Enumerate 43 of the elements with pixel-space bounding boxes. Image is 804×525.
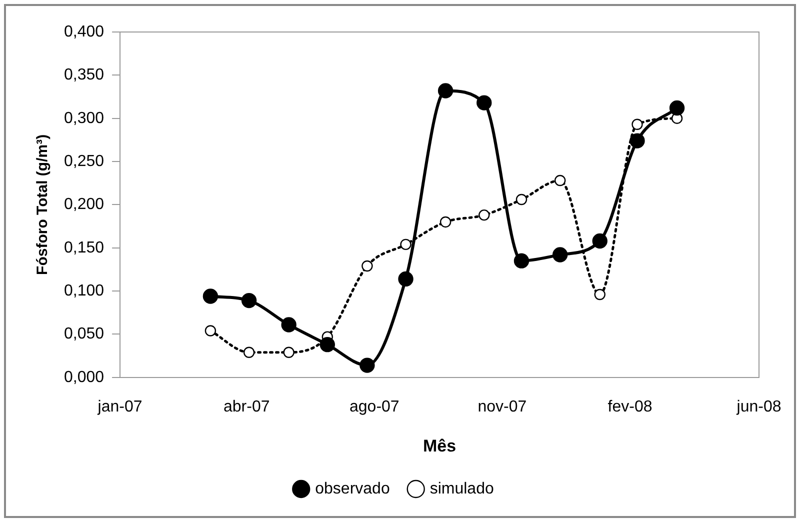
point xyxy=(592,233,608,249)
point xyxy=(400,238,412,250)
x-tick-label: jun-08 xyxy=(736,398,782,416)
y-tick-label: 0,150 xyxy=(64,239,104,256)
x-tick-label: fev-08 xyxy=(608,398,652,416)
point xyxy=(398,271,414,287)
point xyxy=(320,336,335,352)
x-tick-label: ago-07 xyxy=(350,398,400,416)
point xyxy=(283,346,294,358)
y-tick-label: 0,250 xyxy=(64,152,104,170)
y-tick-label: 0,400 xyxy=(64,23,104,40)
y-tick-label: 0,300 xyxy=(64,110,104,127)
y-axis-title: Fósforo Total (g/m³) xyxy=(34,134,52,275)
point xyxy=(630,133,645,148)
x-tick-label: nov-07 xyxy=(478,398,527,416)
y-tick-label: 0,050 xyxy=(64,326,104,343)
point xyxy=(516,194,528,206)
legend-label: simulado xyxy=(430,480,494,498)
legend-label: observado xyxy=(315,480,390,498)
point xyxy=(476,95,492,110)
point xyxy=(632,118,643,130)
point xyxy=(438,83,454,98)
point xyxy=(202,288,218,304)
y-tick-label: 0,350 xyxy=(64,66,104,84)
point xyxy=(360,358,375,373)
point xyxy=(281,317,296,332)
point xyxy=(204,325,216,336)
x-axis-title: Mês xyxy=(422,436,456,456)
x-tick-label: abr-07 xyxy=(224,398,270,416)
point xyxy=(241,292,257,308)
point xyxy=(552,247,568,262)
point xyxy=(440,216,452,228)
y-tick-label: 0,000 xyxy=(64,368,104,386)
point xyxy=(594,288,606,300)
point xyxy=(514,253,530,268)
point xyxy=(478,209,490,221)
y-tick-label: 0,200 xyxy=(64,196,104,214)
y-tick-label: 0,100 xyxy=(64,282,104,300)
point xyxy=(243,346,255,358)
x-tick-label: jan-07 xyxy=(96,398,142,416)
point xyxy=(362,260,373,272)
point xyxy=(554,174,566,186)
point xyxy=(669,100,685,116)
